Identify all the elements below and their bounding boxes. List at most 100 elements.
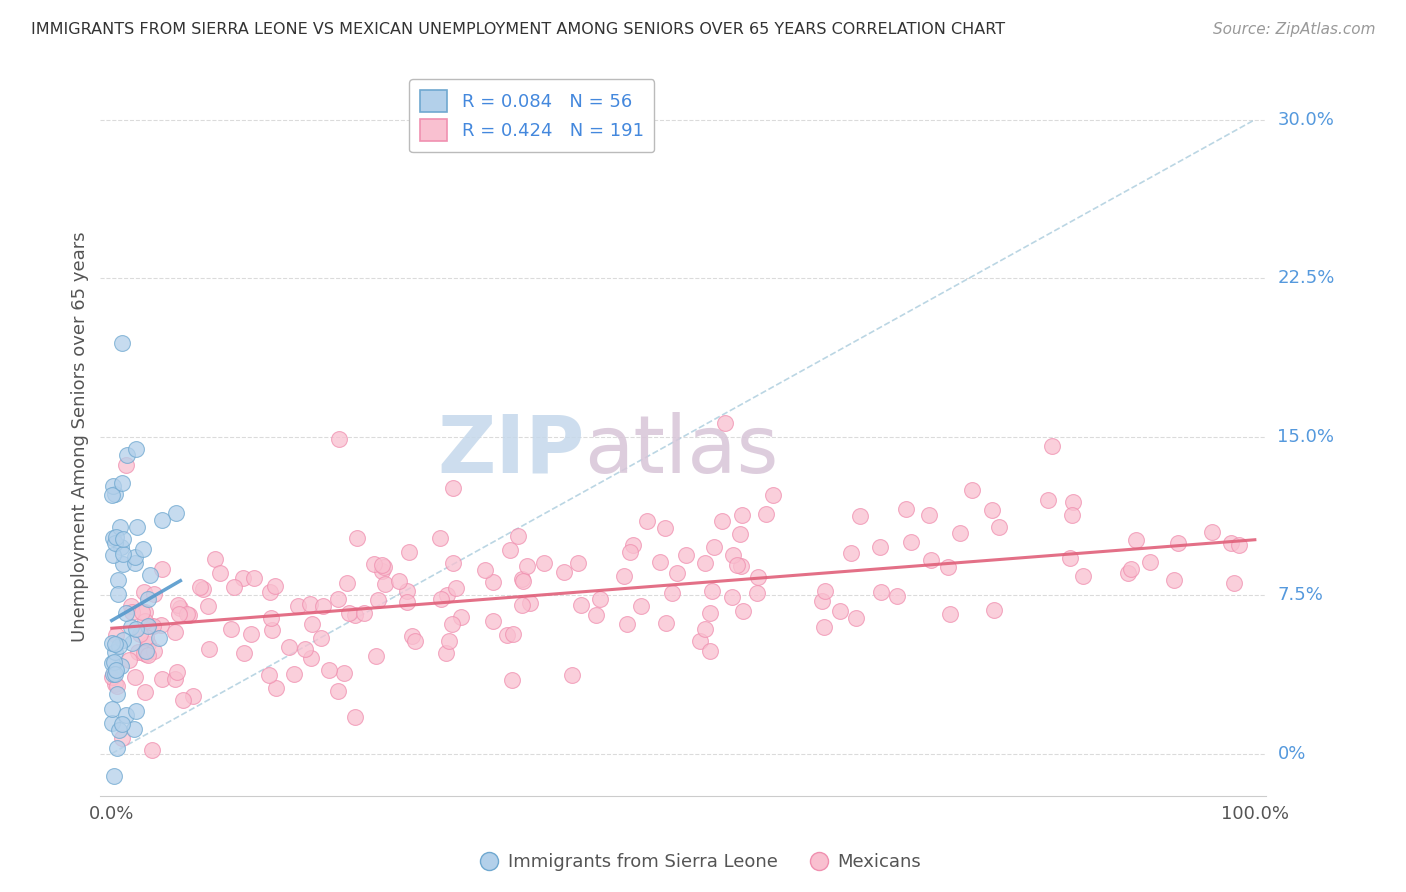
Text: 30.0%: 30.0% (1278, 111, 1334, 128)
Text: IMMIGRANTS FROM SIERRA LEONE VS MEXICAN UNEMPLOYMENT AMONG SENIORS OVER 65 YEARS: IMMIGRANTS FROM SIERRA LEONE VS MEXICAN … (31, 22, 1005, 37)
Point (395, 595, 418, 609)
Point (398, 544, 420, 558)
Text: 0%: 0% (1278, 745, 1306, 763)
Point (721, 548, 744, 562)
Point (700, 584, 723, 599)
Point (111, 547, 134, 561)
Point (983, 602, 1005, 616)
Point (172, 692, 194, 706)
Point (1059, 551, 1081, 566)
Point (165, 506, 187, 520)
Point (733, 605, 755, 619)
Legend: R = 0.084   N = 56, R = 0.424   N = 191: R = 0.084 N = 56, R = 0.424 N = 191 (409, 79, 654, 153)
Point (110, 659, 132, 673)
Point (309, 631, 332, 645)
Point (107, 587, 129, 601)
Point (166, 665, 188, 679)
Point (328, 432, 350, 446)
Point (135, 643, 157, 657)
Point (131, 605, 153, 619)
Point (569, 599, 592, 613)
Point (938, 560, 960, 574)
Point (401, 629, 423, 643)
Point (561, 668, 583, 682)
Point (243, 571, 266, 585)
Point (693, 622, 716, 636)
Point (103, 655, 125, 669)
Point (371, 558, 394, 572)
Point (1121, 562, 1143, 576)
Point (508, 529, 530, 543)
Point (437, 633, 460, 648)
Point (222, 580, 245, 594)
Point (589, 591, 612, 606)
Point (111, 335, 134, 350)
Point (1201, 524, 1223, 539)
Point (720, 590, 742, 604)
Point (429, 531, 451, 545)
Point (900, 534, 922, 549)
Point (188, 580, 211, 594)
Point (502, 627, 524, 641)
Point (239, 627, 262, 641)
Point (328, 684, 350, 698)
Point (101, 670, 124, 684)
Point (1227, 538, 1250, 552)
Point (920, 553, 942, 567)
Point (429, 591, 451, 606)
Text: 7.5%: 7.5% (1278, 586, 1323, 604)
Point (630, 599, 652, 613)
Point (176, 607, 198, 621)
Point (104, 645, 127, 659)
Point (949, 525, 972, 540)
Point (104, 663, 127, 677)
Point (810, 593, 832, 607)
Point (444, 582, 467, 596)
Point (110, 540, 132, 554)
Point (115, 707, 138, 722)
Point (695, 556, 717, 570)
Point (134, 614, 156, 628)
Point (110, 802, 132, 816)
Point (510, 598, 533, 612)
Point (287, 599, 309, 614)
Point (814, 584, 837, 599)
Point (111, 731, 134, 745)
Point (661, 585, 683, 599)
Text: 15.0%: 15.0% (1278, 427, 1334, 446)
Point (585, 607, 607, 622)
Point (101, 531, 124, 545)
Point (845, 611, 868, 625)
Point (104, 677, 127, 691)
Point (132, 542, 155, 557)
Point (115, 458, 138, 473)
Text: atlas: atlas (585, 412, 779, 490)
Point (1116, 566, 1139, 580)
Point (301, 617, 323, 632)
Point (104, 667, 127, 681)
Point (849, 509, 872, 524)
Point (125, 705, 148, 719)
Point (813, 620, 835, 634)
Text: Source: ZipAtlas.com: Source: ZipAtlas.com (1212, 22, 1375, 37)
Point (139, 568, 162, 582)
Point (112, 557, 135, 571)
Point (711, 514, 734, 528)
Point (328, 592, 350, 607)
Point (209, 566, 232, 580)
Point (135, 647, 157, 661)
Point (436, 588, 458, 602)
Point (337, 606, 360, 620)
Point (828, 604, 851, 618)
Point (512, 574, 534, 589)
Point (125, 622, 148, 636)
Point (136, 591, 159, 606)
Point (204, 552, 226, 566)
Legend: Immigrants from Sierra Leone, Mexicans: Immigrants from Sierra Leone, Mexicans (478, 847, 928, 879)
Point (197, 641, 219, 656)
Point (124, 723, 146, 737)
Point (263, 579, 285, 593)
Point (1060, 508, 1083, 522)
Point (232, 571, 254, 585)
Point (136, 619, 159, 633)
